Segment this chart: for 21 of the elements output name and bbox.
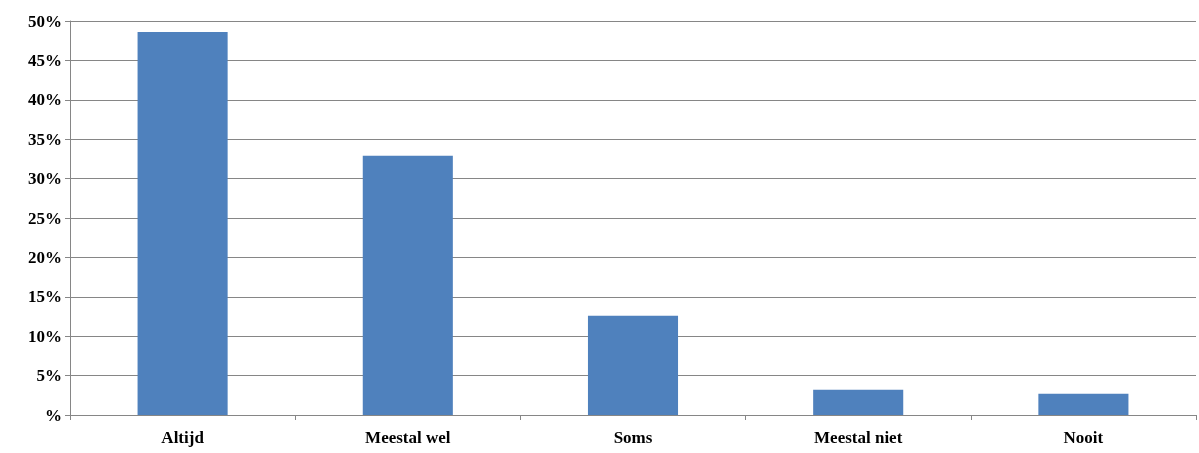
y-tick-label: 25% <box>28 208 62 228</box>
bar <box>137 32 228 415</box>
bar <box>1038 393 1129 415</box>
y-tick-label: 15% <box>28 287 62 307</box>
bar <box>813 389 904 415</box>
x-tick-label: Altijd <box>161 428 205 447</box>
bar <box>587 315 679 415</box>
y-tick-label: 40% <box>28 90 62 110</box>
y-tick-label: 35% <box>28 129 62 149</box>
x-tick-label: Meestal niet <box>814 428 903 447</box>
y-tick-label: 50% <box>28 11 62 31</box>
y-tick-label: % <box>45 405 62 425</box>
y-tick-label: 20% <box>28 247 62 267</box>
x-tick-label: Soms <box>613 428 653 447</box>
bar <box>362 155 453 415</box>
y-tick-label: 5% <box>36 366 62 386</box>
x-tick-label: Nooit <box>1063 428 1104 447</box>
x-tick-label: Meestal wel <box>365 428 451 447</box>
y-tick-label: 10% <box>28 326 62 346</box>
y-tick-label: 45% <box>28 50 62 70</box>
y-tick-label: 30% <box>28 169 62 189</box>
